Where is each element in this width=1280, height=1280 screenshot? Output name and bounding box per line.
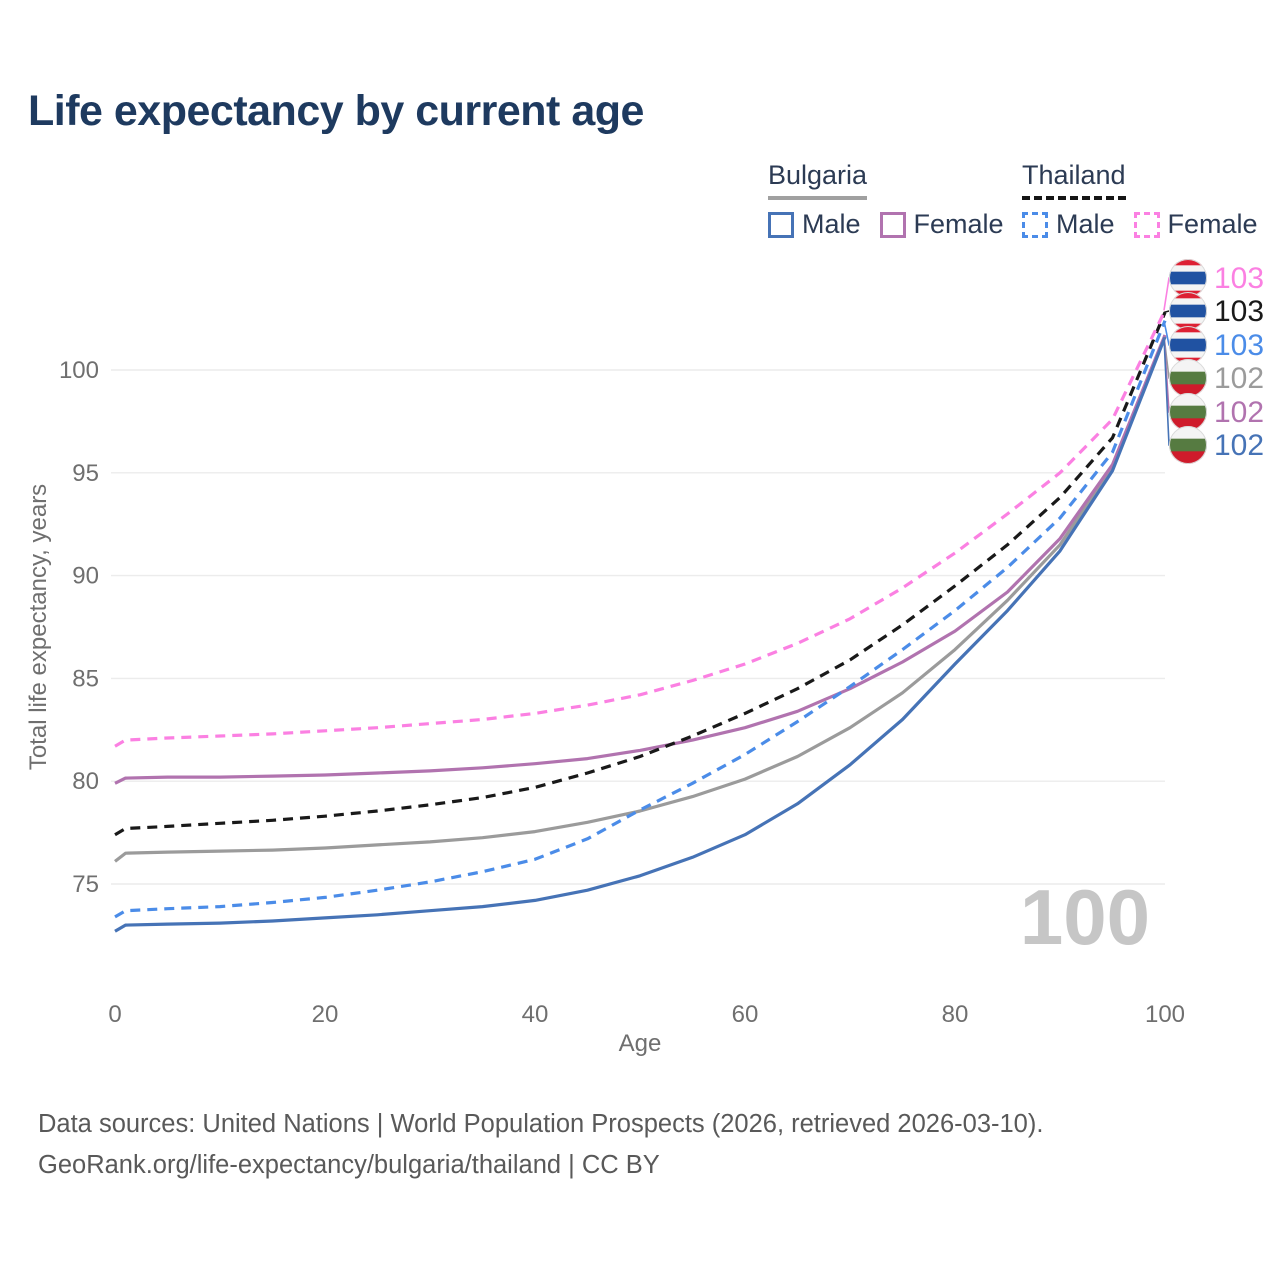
y-tick-label-90: 90 (72, 563, 99, 590)
end-label-thailand-all: 103 (1214, 295, 1264, 328)
end-label-thailand-female: 103 (1214, 262, 1264, 295)
thailand-line-style-bar (1022, 196, 1126, 200)
bulgaria-female-label: Female (913, 209, 1004, 239)
bulgaria-female-swatch-icon (879, 211, 906, 238)
footer-line-1: Data sources: United Nations | World Pop… (38, 1110, 1044, 1138)
legend-item-thailand-female[interactable]: Female (1133, 209, 1258, 240)
y-axis-title: Total life expectancy, years (25, 484, 52, 770)
series-line-bulgaria-male (114, 336, 1167, 933)
x-tick-label-0: 0 (108, 1001, 121, 1028)
x-axis-title: Age (619, 1030, 662, 1057)
flag-ring-bulgaria (1169, 426, 1207, 464)
legend-item-bulgaria-male[interactable]: Male (768, 209, 861, 240)
legend-items-bulgaria: Male Female (768, 209, 1004, 240)
thailand-female-label: Female (1167, 209, 1258, 239)
current-age-watermark: 100 (1020, 873, 1150, 961)
bulgaria-line-style-bar (768, 196, 868, 200)
bulgaria-male-label: Male (802, 209, 861, 239)
end-label-bulgaria-all: 102 (1214, 362, 1264, 395)
end-label-bulgaria-female: 102 (1214, 396, 1264, 429)
x-tick-label-20: 20 (312, 1001, 339, 1028)
y-tick-label-85: 85 (72, 665, 99, 692)
page-title: Life expectancy by current age (28, 87, 644, 135)
y-tick-label-100: 100 (59, 357, 99, 384)
legend-country-bulgaria[interactable]: Bulgaria (768, 160, 868, 200)
series-line-thailand-female (114, 309, 1167, 748)
legend-items-thailand: Male Female (1022, 209, 1258, 240)
y-tick-label-95: 95 (72, 460, 99, 487)
series-line-thailand-male (114, 320, 1167, 919)
thailand-female-swatch-icon (1133, 211, 1160, 238)
x-tick-label-60: 60 (732, 1001, 759, 1028)
bulgaria-male-swatch-icon (768, 211, 794, 238)
end-label-bulgaria-male: 102 (1214, 429, 1264, 462)
legend-item-bulgaria-female[interactable]: Female (879, 209, 1004, 240)
thailand-male-swatch-icon (1022, 211, 1048, 238)
legend-country-thailand[interactable]: Thailand (1022, 160, 1126, 200)
series-line-thailand-all (114, 311, 1167, 837)
legend-group-thailand: Thailand Male Female (1022, 160, 1258, 240)
thailand-male-label: Male (1056, 209, 1115, 239)
series-line-bulgaria-all (114, 335, 1167, 863)
footer-line-2: GeoRank.org/life-expectancy/bulgaria/tha… (38, 1151, 660, 1179)
y-tick-label-80: 80 (72, 768, 99, 795)
x-tick-label-80: 80 (942, 1001, 969, 1028)
legend-group-bulgaria: Bulgaria Male Female (768, 160, 1004, 240)
x-tick-label-100: 100 (1145, 1001, 1185, 1028)
series-line-bulgaria-female (114, 334, 1167, 785)
legend-item-thailand-male[interactable]: Male (1022, 209, 1115, 240)
x-tick-label-40: 40 (522, 1001, 549, 1028)
legend-country-bulgaria-label: Bulgaria (768, 160, 868, 190)
end-label-thailand-male: 103 (1214, 329, 1264, 362)
legend-country-thailand-label: Thailand (1022, 160, 1126, 190)
data-sources-footer: Data sources: United Nations | World Pop… (38, 1104, 1043, 1186)
y-tick-label-75: 75 (72, 871, 99, 898)
